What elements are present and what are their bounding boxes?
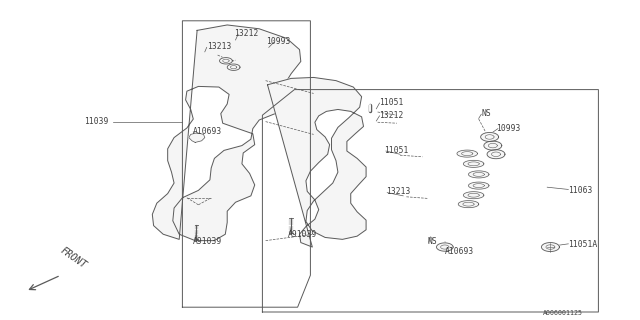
Text: 11051A: 11051A — [568, 240, 598, 249]
Polygon shape — [458, 201, 479, 208]
Polygon shape — [268, 77, 366, 247]
Polygon shape — [227, 64, 240, 70]
Polygon shape — [541, 243, 559, 252]
Polygon shape — [481, 132, 499, 141]
Polygon shape — [463, 192, 484, 199]
Polygon shape — [484, 141, 502, 150]
Text: 11063: 11063 — [568, 186, 593, 195]
Text: A91039: A91039 — [288, 230, 317, 239]
Text: A006001125: A006001125 — [543, 310, 582, 316]
Text: 11051: 11051 — [384, 146, 408, 155]
Text: NS: NS — [481, 109, 491, 118]
Text: 13212: 13212 — [380, 111, 404, 120]
Polygon shape — [468, 171, 489, 178]
Polygon shape — [220, 58, 232, 64]
Text: NS: NS — [428, 237, 437, 246]
Text: 13213: 13213 — [386, 188, 410, 196]
Text: 11051: 11051 — [380, 98, 404, 107]
Polygon shape — [487, 150, 505, 159]
Text: 11039: 11039 — [84, 117, 109, 126]
Text: A10693: A10693 — [445, 247, 474, 256]
Text: 10993: 10993 — [266, 37, 290, 46]
Text: 13213: 13213 — [207, 42, 231, 51]
Text: A91039: A91039 — [193, 237, 223, 246]
Text: A10693: A10693 — [193, 127, 223, 136]
Polygon shape — [463, 160, 484, 167]
Polygon shape — [468, 182, 489, 189]
Polygon shape — [436, 243, 453, 251]
Text: 10993: 10993 — [496, 124, 520, 132]
Text: 13212: 13212 — [234, 29, 258, 38]
Polygon shape — [457, 150, 477, 157]
Polygon shape — [189, 133, 205, 142]
Polygon shape — [152, 25, 301, 241]
Text: FRONT: FRONT — [59, 245, 89, 270]
